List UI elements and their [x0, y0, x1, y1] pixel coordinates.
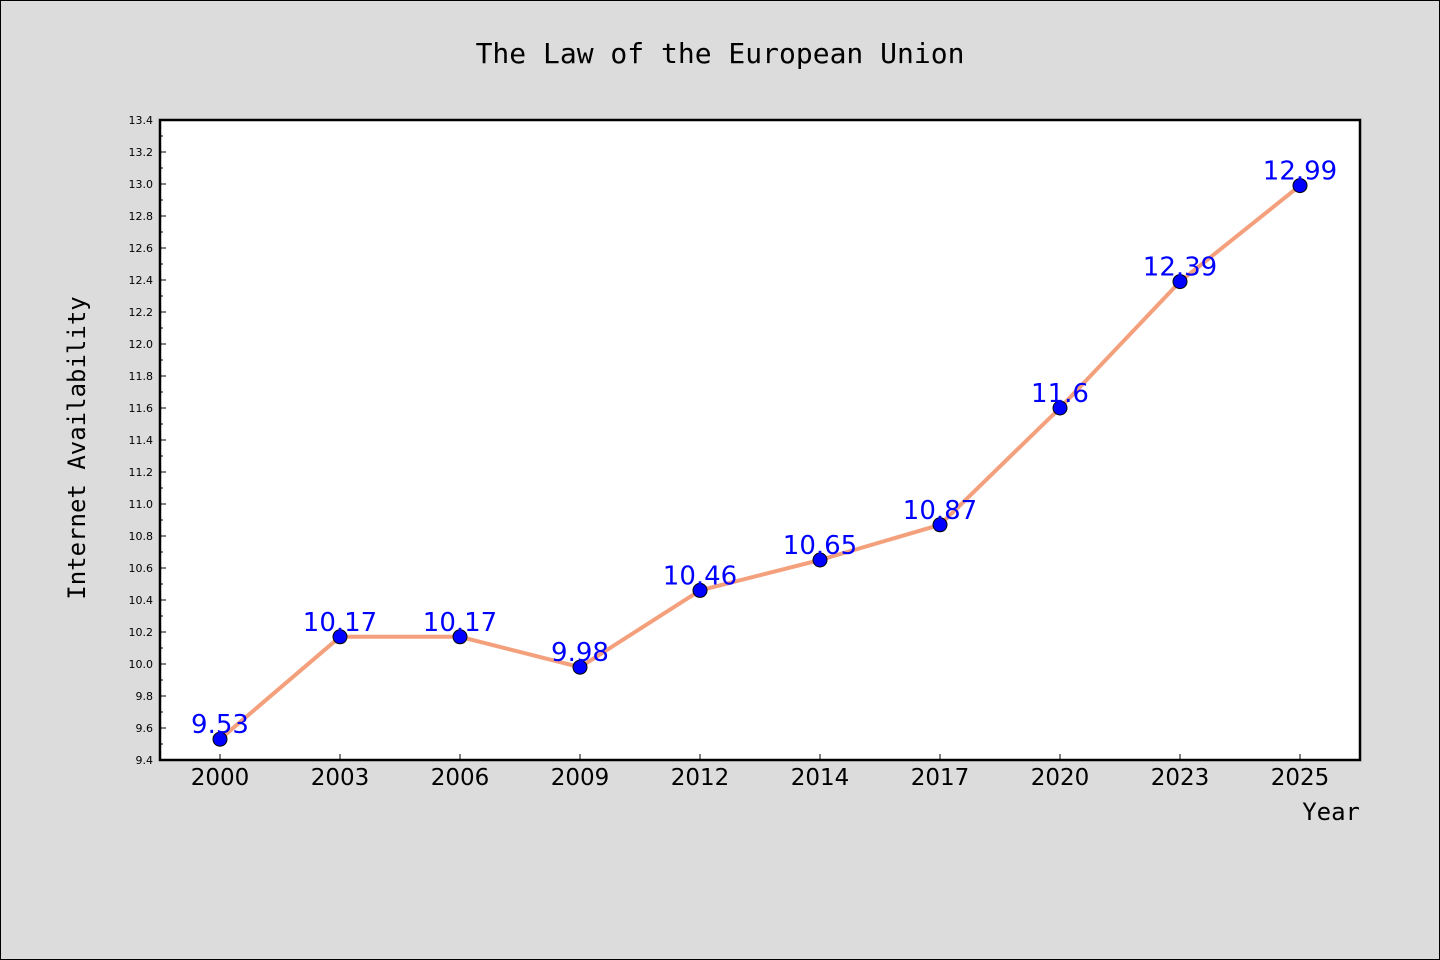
- x-tick-label: 2014: [791, 765, 850, 791]
- data-point: [1172, 274, 1188, 290]
- chart-title: The Law of the European Union: [476, 37, 965, 70]
- series-layer: [212, 178, 1308, 747]
- y-tick-label: 11.2: [129, 466, 154, 479]
- x-tick-label: 2017: [911, 765, 970, 791]
- y-tick-label: 10.2: [129, 626, 154, 639]
- data-point: [572, 659, 588, 675]
- data-label: 10.46: [663, 561, 737, 591]
- data-point: [932, 517, 948, 533]
- x-axis-label: Year: [1302, 798, 1360, 826]
- data-label: 10.17: [303, 608, 377, 638]
- y-tick-label: 13.0: [129, 178, 154, 191]
- y-axis-label: Internet Availability: [63, 296, 91, 599]
- y-tick-label: 11.8: [129, 370, 154, 383]
- data-point: [1052, 400, 1068, 416]
- data-point: [812, 552, 828, 568]
- y-tick-label: 12.6: [129, 242, 154, 255]
- y-tick-label: 11.4: [129, 434, 154, 447]
- data-point: [332, 629, 348, 645]
- data-point: [692, 582, 708, 598]
- data-label: 9.53: [191, 710, 249, 740]
- data-label: 11.6: [1031, 379, 1089, 409]
- y-tick-label: 10.6: [129, 562, 154, 575]
- y-tick-label: 13.4: [129, 114, 154, 127]
- y-tick-label: 13.2: [129, 146, 154, 159]
- data-labels-layer: 9.53 10.17 10.17 9.98 10.46 10.65 10.87 11.6 12.…: [191, 157, 1337, 741]
- data-point: [452, 629, 468, 645]
- x-tick-label: 2023: [1151, 765, 1210, 791]
- x-tick-label: 2000: [191, 765, 250, 791]
- data-label: 10.65: [783, 531, 857, 561]
- y-tick-label: 12.8: [129, 210, 154, 223]
- x-tick-label: 2006: [431, 765, 490, 791]
- y-tick-label: 10.4: [129, 594, 154, 607]
- y-tick-label: 9.8: [136, 690, 154, 703]
- data-point: [1292, 178, 1308, 194]
- x-tick-label: 2012: [671, 765, 730, 791]
- y-tick-label: 11.6: [129, 402, 154, 415]
- y-tick-label: 11.0: [129, 498, 154, 511]
- y-tick-label: 12.0: [129, 338, 154, 351]
- x-tick-label: 2009: [551, 765, 610, 791]
- plot-area: [158, 118, 1362, 762]
- y-tick-label: 12.2: [129, 306, 154, 319]
- data-label: 9.98: [551, 638, 609, 668]
- y-tick-label: 9.4: [136, 754, 154, 767]
- y-tick-label: 9.6: [136, 722, 154, 735]
- y-tick-label: 10.8: [129, 530, 154, 543]
- y-tick-label: 12.4: [129, 274, 154, 287]
- x-tick-label: 2025: [1271, 765, 1330, 791]
- data-label: 12.39: [1143, 253, 1217, 283]
- data-point: [212, 731, 228, 747]
- data-label: 10.87: [903, 496, 977, 526]
- data-label: 10.17: [423, 608, 497, 638]
- x-tick-label: 2003: [311, 765, 370, 791]
- y-tick-label: 10.0: [129, 658, 154, 671]
- data-label: 12.99: [1263, 157, 1337, 187]
- axes-layer: 9.4 9.6 9.8 10.0 10.2 10.4 10.6 10.8 11.0 11.2 11.…: [129, 114, 1362, 791]
- series-line: [218, 183, 1302, 742]
- x-tick-label: 2020: [1031, 765, 1090, 791]
